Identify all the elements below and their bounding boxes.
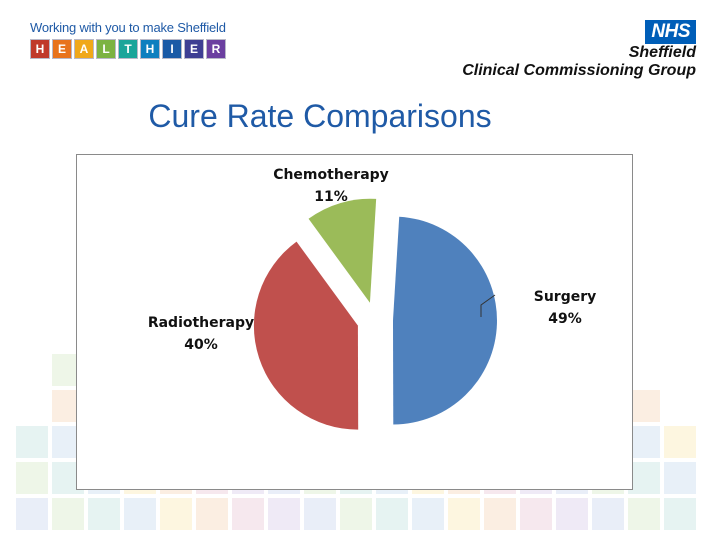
healthier-letter: T [118, 39, 138, 59]
pie-slice-surgery [392, 216, 497, 425]
background-tile [592, 498, 624, 530]
label-leader-line [480, 294, 496, 317]
pie-slice-chemotherapy [308, 198, 377, 303]
healthier-letter: E [184, 39, 204, 59]
background-tile [664, 426, 696, 458]
background-tile [628, 390, 660, 422]
background-tile [304, 498, 336, 530]
nhs-badge: NHS [645, 20, 696, 44]
background-tile [88, 498, 120, 530]
background-tile [160, 498, 192, 530]
background-tile [376, 498, 408, 530]
slice-percent-label: 11% [314, 189, 348, 205]
background-tile [268, 498, 300, 530]
background-tile [448, 498, 480, 530]
healthier-letter: E [52, 39, 72, 59]
healthier-tagline: Working with you to make Sheffield [30, 20, 226, 35]
background-tile [520, 498, 552, 530]
background-tile [628, 498, 660, 530]
background-tile [124, 498, 156, 530]
org-name-line2: Clinical Commissioning Group [462, 62, 696, 79]
background-tile [664, 498, 696, 530]
slice-name-label: Surgery [534, 289, 597, 305]
background-tile [484, 498, 516, 530]
pie-chart: Surgery 49% Radiotherapy 40% Chemotherapy 11% [76, 154, 633, 490]
background-tile [16, 462, 48, 494]
healthier-letter: H [140, 39, 160, 59]
background-tile [664, 462, 696, 494]
background-tile [52, 498, 84, 530]
background-tile [16, 426, 48, 458]
org-name-line1: Sheffield [628, 44, 696, 61]
background-tile [196, 498, 228, 530]
background-tile [556, 498, 588, 530]
background-tile [16, 498, 48, 530]
healthier-letter: H [30, 39, 50, 59]
healthier-letter: I [162, 39, 182, 59]
slice-percent-label: 49% [548, 311, 582, 327]
healthier-letter: L [96, 39, 116, 59]
background-tile [232, 498, 264, 530]
nhs-logo: NHS Sheffield Clinical Commissioning Gro… [462, 20, 696, 80]
background-tile [628, 462, 660, 494]
pie-slice-radiotherapy [253, 241, 359, 430]
background-tile [628, 426, 660, 458]
background-tile [340, 498, 372, 530]
healthier-letter: A [74, 39, 94, 59]
healthier-letter: R [206, 39, 226, 59]
slice-name-label: Chemotherapy [273, 167, 389, 183]
slice-percent-label: 40% [184, 337, 218, 353]
pie-chart-svg: Surgery 49% Radiotherapy 40% Chemotherapy 11% [148, 167, 597, 430]
background-tile [412, 498, 444, 530]
page-title: Cure Rate Comparisons [148, 98, 492, 134]
slice-name-label: Radiotherapy [148, 315, 254, 331]
